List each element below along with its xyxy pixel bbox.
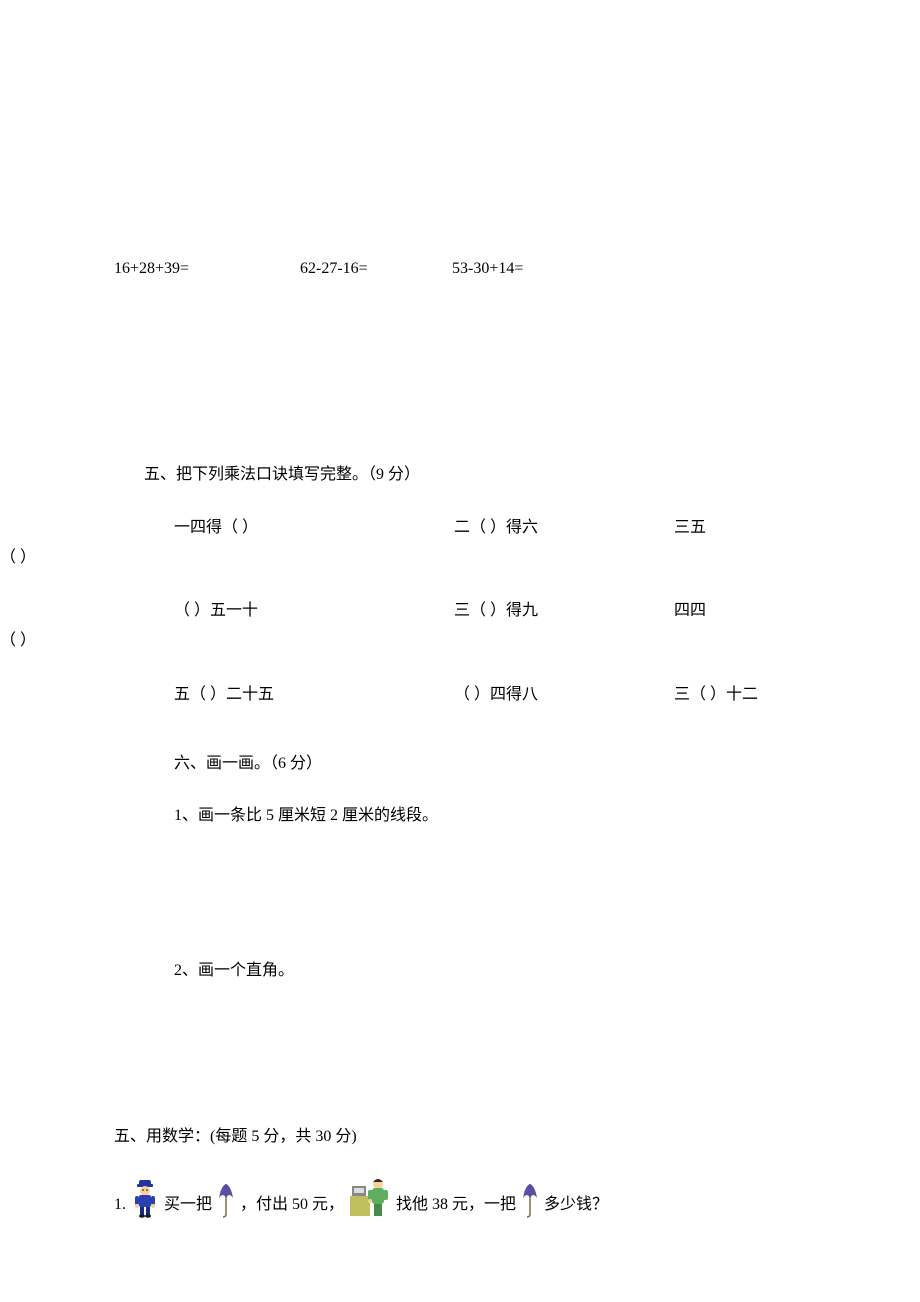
q1-t1: 买一把 [164, 1192, 212, 1218]
equation-2: 62-27-16= [300, 256, 452, 282]
mult-r3-a: 五（ ）二十五 [114, 682, 454, 708]
mult-r3-b: （ ）四得八 [454, 682, 674, 708]
mult-r1-c: 三五 [674, 515, 706, 541]
q1-t2: ，付出 50 元， [240, 1192, 344, 1218]
section6-title: 六、画一画。（6 分） [174, 751, 920, 777]
equations-row: 16+28+39= 62-27-16= 53-30+14= [114, 256, 920, 282]
page: 16+28+39= 62-27-16= 53-30+14= 五、把下列乘法口诀填… [0, 256, 920, 1218]
mult-row-2: （ ）五一十 三（ ）得九 四四 [114, 598, 814, 624]
section5b-q1: 1. 买一把 [114, 1176, 920, 1218]
equation-1: 16+28+39= [114, 256, 300, 282]
mult-r2-tail: （ ） [0, 628, 700, 654]
equation-3: 53-30+14= [452, 256, 523, 282]
section5b-title: 五、用数学：(每题 5 分，共 30 分) [114, 1124, 920, 1150]
q1-t3: 找他 38 元，一把 [396, 1192, 516, 1218]
q1-prefix: 1. [114, 1192, 126, 1218]
mult-r1-a: 一四得（ ） [114, 515, 454, 541]
q1-t4: 多少钱？ [544, 1192, 608, 1218]
mult-r2-b: 三（ ）得九 [454, 598, 674, 624]
boy-icon [130, 1178, 160, 1218]
section6-q2: 2、画一个直角。 [174, 958, 920, 984]
mult-r2-c: 四四 [674, 598, 706, 624]
mult-row-3: 五（ ）二十五 （ ）四得八 三（ ）十二 [114, 682, 814, 708]
umbrella-icon [520, 1178, 540, 1218]
mult-r2-a: （ ）五一十 [114, 598, 454, 624]
mult-r1-tail: （ ） [0, 545, 700, 571]
section6-q1: 1、画一条比 5 厘米短 2 厘米的线段。 [174, 803, 920, 829]
section5-title: 五、把下列乘法口诀填写完整。（9 分） [144, 462, 920, 488]
cashier-icon [348, 1176, 392, 1218]
mult-r1-b: 二（ ）得六 [454, 515, 674, 541]
umbrella-icon [216, 1178, 236, 1218]
mult-row-1: 一四得（ ） 二（ ）得六 三五 [114, 515, 814, 541]
mult-r3-c: 三（ ）十二 [674, 682, 758, 708]
